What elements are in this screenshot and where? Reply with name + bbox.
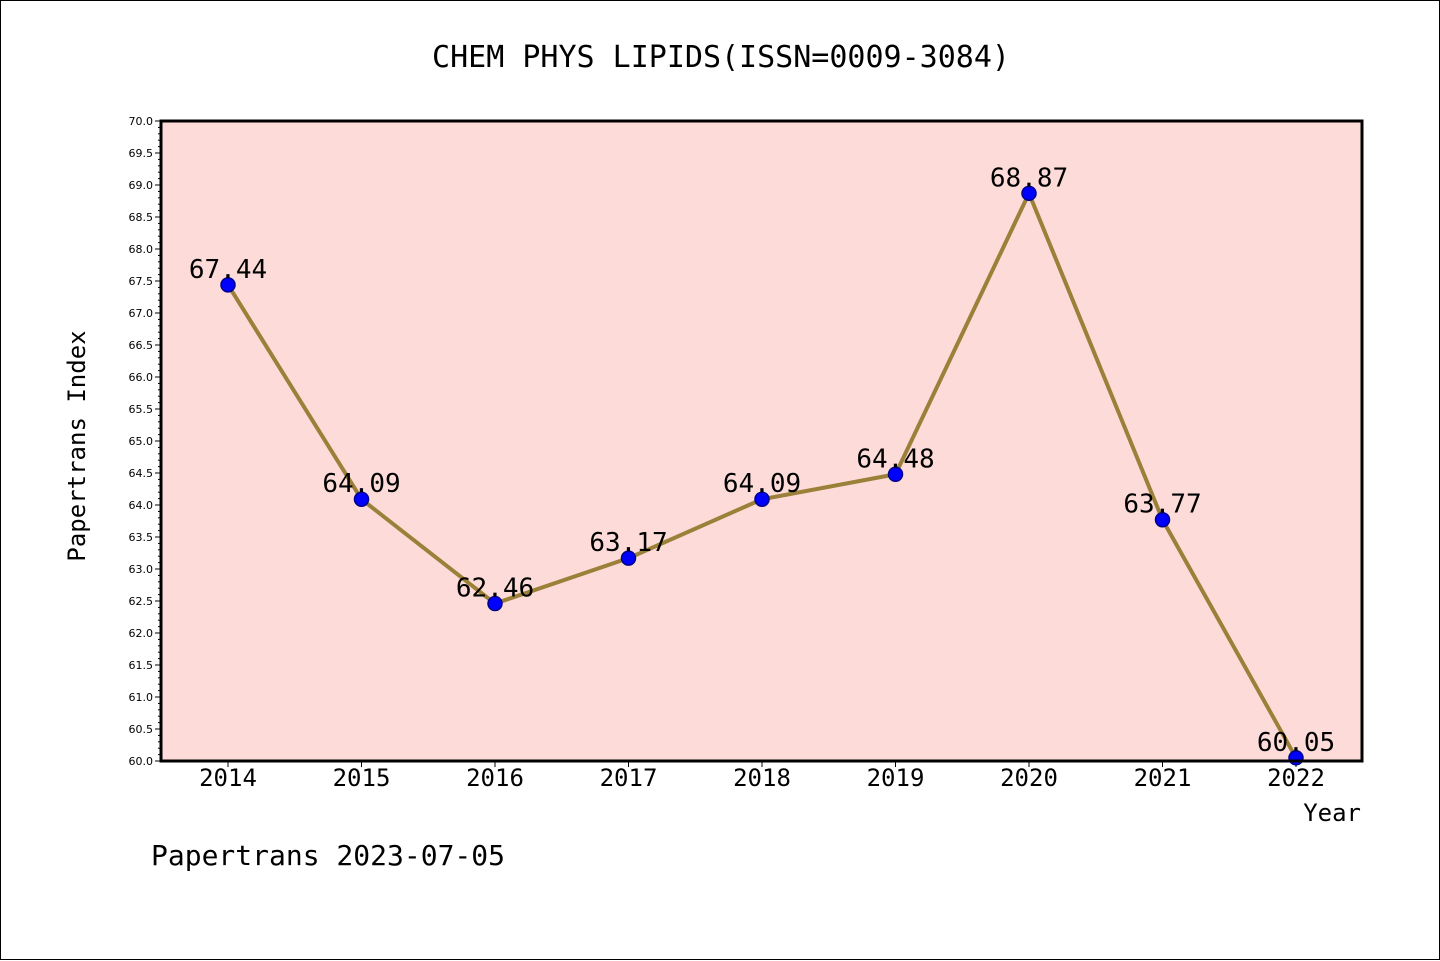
y-tick-label: 68.5 (129, 211, 154, 224)
x-tick-label: 2014 (199, 764, 257, 792)
x-tick-label: 2016 (466, 764, 524, 792)
data-point (754, 491, 770, 507)
x-tick-label: 2021 (1134, 764, 1192, 792)
y-tick-label: 69.5 (129, 147, 154, 160)
plot-area (161, 121, 1362, 761)
footer-text: Papertrans 2023-07-05 (151, 839, 505, 872)
y-tick-label: 68.0 (129, 243, 154, 256)
data-label: 64.09 (723, 469, 801, 499)
data-point (1154, 511, 1171, 528)
y-tick-label: 66.5 (129, 339, 154, 352)
data-point (1021, 185, 1037, 202)
y-tick-label: 70.0 (129, 115, 154, 128)
y-tick-label: 64.5 (129, 467, 154, 480)
x-tick-label: 2022 (1267, 764, 1325, 792)
data-label: 64.48 (856, 444, 934, 474)
y-tick-label: 62.0 (129, 627, 154, 640)
data-labels: 67.44 64.09 62.46 63.17 64.09 64.48 68.87 63.77… (189, 163, 1335, 757)
y-tick-label: 62.5 (129, 595, 154, 608)
data-label: 67.44 (189, 255, 267, 285)
data-label: 62.46 (456, 574, 534, 604)
y-tick-label: 66.0 (129, 371, 154, 384)
x-tick-label: 2019 (867, 764, 925, 792)
y-axis: 60.0 60.5 61.0 61.5 62.0 62.5 63.0 63.5 64.0 64.5… (129, 115, 161, 768)
y-tick-label: 60.5 (129, 723, 154, 736)
chart-title: CHEM PHYS LIPIDS(ISSN=0009-3084) (432, 40, 1010, 75)
data-point (487, 595, 503, 612)
x-axis: 2014 2015 2016 2017 2018 2019 2020 2021 2022 (199, 761, 1325, 792)
data-point (620, 550, 637, 566)
x-tick-label: 2018 (733, 764, 791, 792)
x-axis-label: Year (1303, 799, 1361, 827)
y-tick-label: 67.0 (129, 307, 154, 320)
y-tick-label: 64.0 (129, 499, 154, 512)
data-label: 68.87 (990, 163, 1068, 193)
data-point (220, 277, 236, 293)
data-label: 63.77 (1123, 490, 1201, 520)
plot-border (159, 119, 1364, 763)
x-tick-label: 2017 (600, 764, 658, 792)
y-tick-label: 61.0 (129, 691, 154, 704)
y-tick-label: 67.5 (129, 275, 154, 288)
y-tick-label: 65.5 (129, 403, 154, 416)
data-point (353, 491, 370, 507)
y-tick-label: 63.5 (129, 531, 154, 544)
y-tick-label: 69.0 (129, 179, 154, 192)
data-label: 60.05 (1257, 728, 1335, 758)
x-tick-label: 2020 (1000, 764, 1058, 792)
y-tick-label: 65.0 (129, 435, 154, 448)
data-markers (220, 185, 1304, 766)
y-tick-label: 63.0 (129, 563, 154, 576)
data-point (887, 466, 904, 483)
x-tick-label: 2015 (333, 764, 391, 792)
y-axis-label: Papertrans Index (63, 330, 91, 561)
data-label: 64.09 (322, 469, 400, 499)
data-label: 63.17 (589, 528, 667, 558)
y-tick-label: 60.0 (129, 755, 154, 768)
y-tick-label: 61.5 (129, 659, 154, 672)
